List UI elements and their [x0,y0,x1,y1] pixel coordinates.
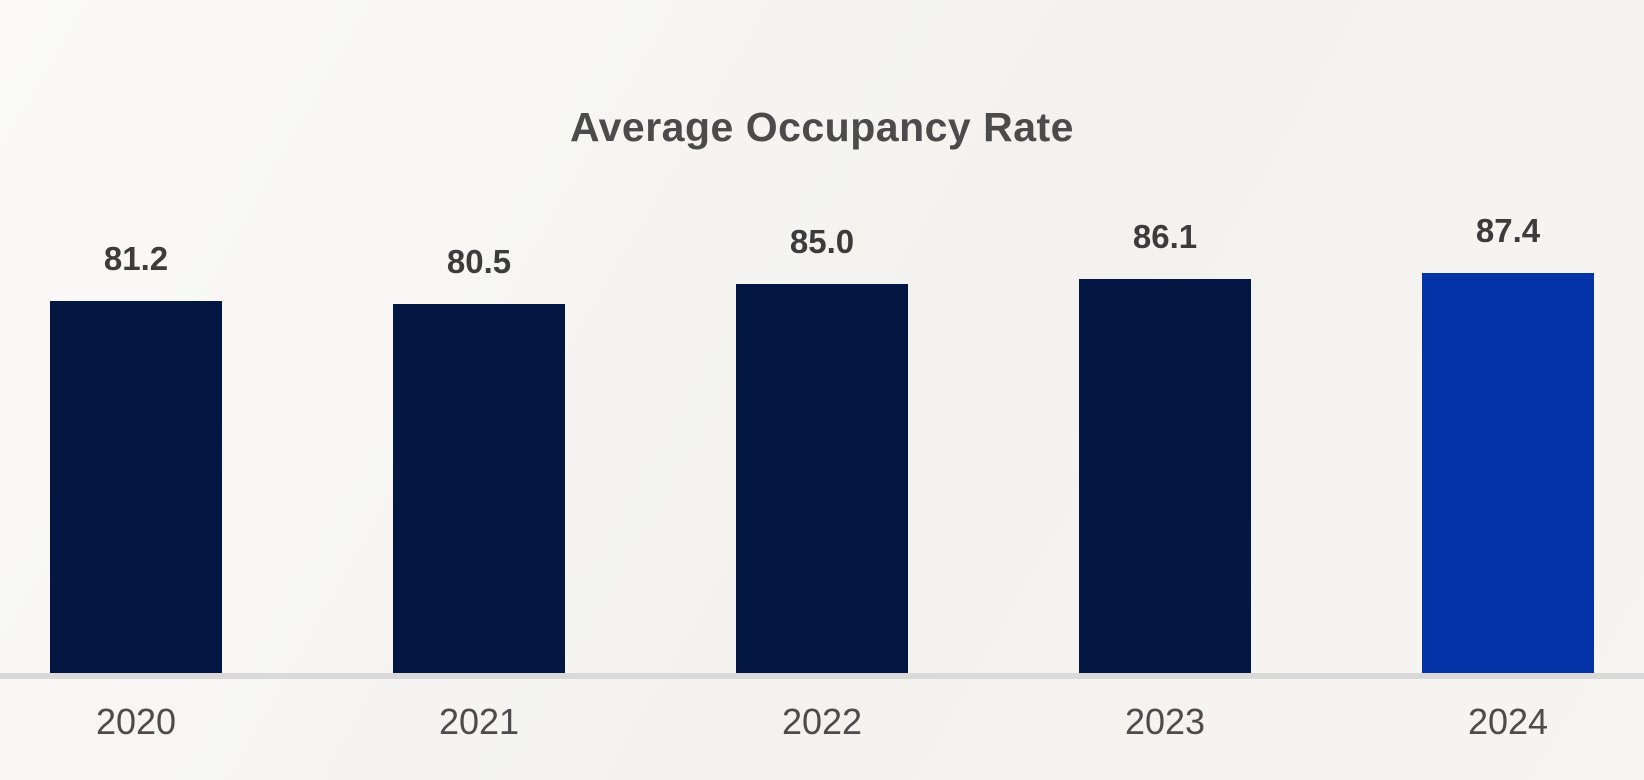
bar-2020 [50,301,222,673]
bar-group-2020: 81.2 [50,242,222,673]
bar-group-2021: 80.5 [393,245,565,673]
bar-value-label-2022: 85.0 [789,223,855,260]
x-tick-2020: 2020 [95,701,177,742]
bar-value-label-2020: 81.2 [103,240,169,277]
x-tick-2024: 2024 [1467,701,1549,742]
bar-value-label-2021: 80.5 [446,243,512,280]
chart-title: Average Occupancy Rate [570,104,1074,150]
bar-2021 [393,304,565,673]
bar-value-label-2024: 87.4 [1475,212,1541,249]
x-tick-row: 2020 2021 2022 2023 2024 [0,702,1644,742]
x-tick-2022: 2022 [781,701,863,742]
bars-row: 81.2 80.5 85.0 86.1 87.4 [50,214,1594,673]
x-axis-line [0,673,1644,679]
bar-group-2022: 85.0 [736,225,908,673]
bar-2022 [736,284,908,673]
bar-2024 [1422,273,1594,673]
bar-group-2024: 87.4 [1422,214,1594,673]
x-tick-2021: 2021 [438,701,520,742]
bar-2023 [1079,279,1251,673]
bar-group-2023: 86.1 [1079,220,1251,673]
bar-value-label-2023: 86.1 [1132,218,1198,255]
x-tick-2023: 2023 [1124,701,1206,742]
